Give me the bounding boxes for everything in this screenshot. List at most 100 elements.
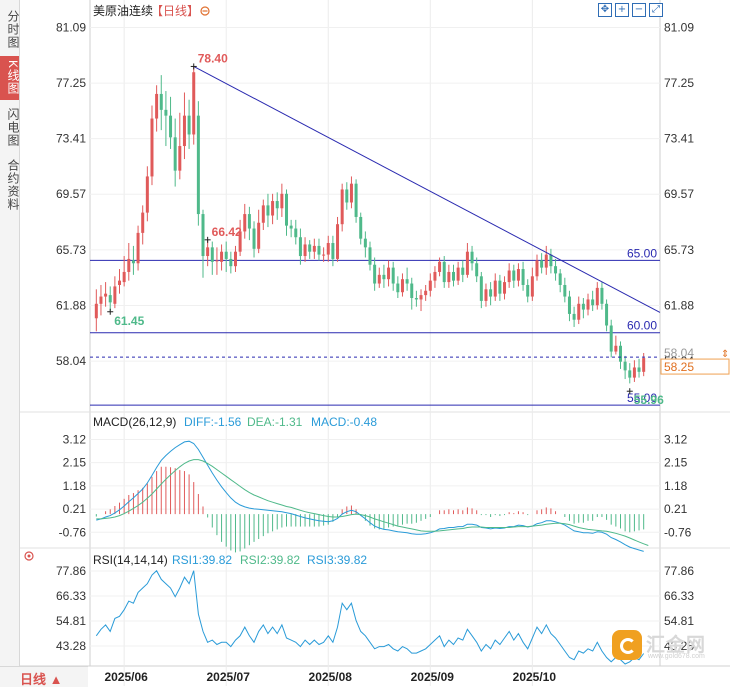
candle-body — [285, 193, 289, 226]
candle-body — [159, 93, 163, 110]
rsi-y-tick-left: 43.28 — [56, 639, 86, 653]
chart-period: 【日线】 — [151, 4, 199, 18]
candle-body — [289, 225, 293, 229]
rsi-y-tick-right: 66.33 — [664, 589, 694, 603]
candle-body — [266, 205, 270, 216]
period-select[interactable]: 日线 ▲ — [20, 672, 63, 687]
candle-body — [521, 269, 525, 285]
candle-body — [187, 115, 191, 135]
candle-body — [196, 115, 200, 215]
candle-body — [493, 280, 497, 297]
candle-body — [438, 261, 442, 272]
y-tick-label-right: 81.09 — [664, 21, 694, 35]
candle-body — [391, 267, 395, 284]
y-tick-label-left: 73.41 — [56, 132, 86, 146]
candle-body — [252, 228, 256, 249]
candle-body — [131, 260, 135, 264]
macd-y-tick-left: -0.76 — [59, 525, 87, 539]
y-tick-label-right: 65.73 — [664, 243, 694, 257]
candle-body — [577, 303, 581, 320]
candle-body — [340, 189, 344, 225]
tab-contract-info[interactable]: 合约资料 — [0, 155, 20, 215]
annotation-label: 55.96 — [634, 393, 664, 407]
y-tick-label-right: 69.57 — [664, 187, 694, 201]
candle-body — [623, 361, 627, 371]
candle-body — [632, 367, 636, 378]
trendline — [193, 66, 661, 313]
candle-body — [405, 279, 409, 284]
candle-body — [173, 137, 177, 171]
fullscreen-icon[interactable]: ⤢ — [649, 3, 663, 17]
candle-body — [387, 267, 391, 280]
candle-body — [461, 267, 465, 275]
candle-body — [280, 193, 284, 209]
candle-body — [396, 283, 400, 293]
candle-body — [118, 280, 122, 285]
candle-body — [201, 214, 205, 257]
annotation-label: 78.40 — [198, 51, 228, 65]
y-tick-label-right: 77.25 — [664, 76, 694, 90]
candle-body — [595, 287, 599, 306]
rsi-y-tick-right: 43.28 — [664, 639, 694, 653]
rsi2-label: RSI2:39.82 — [240, 553, 300, 567]
rsi-settings-icon — [24, 551, 34, 561]
candle-body — [451, 271, 455, 281]
candle-body — [349, 183, 353, 203]
macd-y-tick-right: 3.12 — [664, 432, 688, 446]
watermark-url: www.gold678.com — [648, 653, 705, 660]
candle-body — [182, 115, 186, 147]
tab-kline-chart[interactable]: K线图 — [0, 56, 20, 100]
candle-body — [526, 284, 530, 297]
rsi-y-tick-right: 54.81 — [664, 614, 694, 628]
macd-y-tick-left: 3.12 — [63, 432, 87, 446]
candle-body — [345, 189, 349, 203]
candle-body — [503, 282, 507, 294]
candle-body — [271, 201, 275, 216]
y-tick-label-left: 65.73 — [56, 243, 86, 257]
tab-flash-chart[interactable]: 闪电图 — [0, 104, 20, 150]
candle-body — [475, 263, 479, 277]
candle-body — [336, 224, 340, 259]
candle-body — [108, 295, 112, 303]
candle-body — [581, 303, 585, 310]
rsi1-label: RSI1:39.82 — [172, 553, 232, 567]
candle-body — [637, 367, 641, 372]
tab-time-chart[interactable]: 分时图 — [0, 6, 20, 52]
macd-y-tick-right: 2.15 — [664, 456, 688, 470]
y-tick-label-left: 77.25 — [56, 76, 86, 90]
candle-body — [317, 245, 321, 255]
candle-body — [243, 214, 247, 232]
move-icon[interactable]: ✥ — [598, 3, 612, 17]
candle-body — [247, 214, 251, 229]
x-tick-label: 2025/10 — [513, 670, 557, 684]
candle-body — [618, 345, 622, 362]
candle-body — [470, 251, 474, 264]
candle-body — [122, 271, 126, 283]
y-tick-label-left: 61.88 — [56, 299, 86, 313]
candle-body — [326, 243, 330, 255]
rsi-line — [95, 569, 645, 665]
x-tick-label: 2025/09 — [411, 670, 455, 684]
candle-body — [192, 72, 196, 135]
candle-body — [456, 267, 460, 281]
candle-body — [298, 237, 302, 257]
candle-body — [614, 345, 618, 352]
zoom-out-icon[interactable]: − — [632, 3, 646, 17]
candle-body — [609, 325, 613, 352]
candle-body — [484, 289, 488, 301]
candle-body — [512, 270, 516, 281]
candle-body — [549, 254, 553, 267]
candle-body — [382, 274, 386, 280]
macd-y-tick-left: 1.18 — [63, 479, 87, 493]
watermark-logo-icon — [612, 630, 642, 660]
tab-time-chart-label: 分时图 — [6, 9, 20, 49]
x-tick-label: 2025/06 — [104, 670, 148, 684]
candle-body — [442, 261, 446, 283]
y-tick-label-right: 73.41 — [664, 132, 694, 146]
tab-kline-chart-label: K线图 — [6, 60, 20, 96]
candle-body — [428, 280, 432, 291]
zoom-in-icon[interactable]: + — [615, 3, 629, 17]
candle-body — [331, 243, 335, 259]
y-tick-label-right: 61.88 — [664, 299, 694, 313]
